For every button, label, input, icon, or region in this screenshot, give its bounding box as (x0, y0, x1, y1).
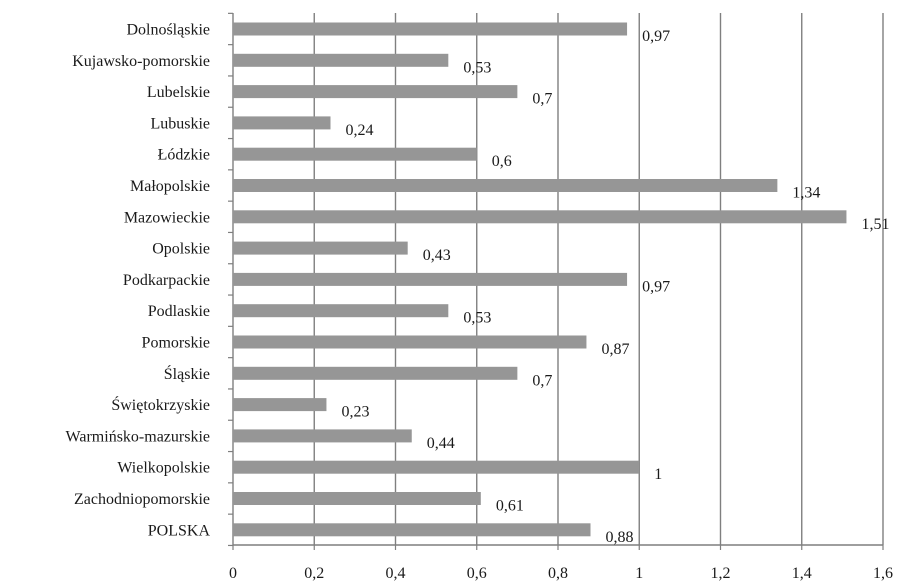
bar (233, 335, 587, 349)
category-label: Podkarpackie (123, 272, 210, 289)
bar (233, 492, 481, 505)
data-label: 0,53 (463, 310, 491, 327)
data-label: 0,88 (606, 529, 634, 546)
data-label: 0,87 (601, 341, 629, 358)
data-label: 0,44 (427, 435, 455, 452)
data-label: 0,97 (642, 278, 670, 295)
data-label: 0,7 (532, 372, 552, 389)
category-label: Pomorskie (142, 335, 210, 352)
data-label: 0,97 (642, 28, 670, 45)
bar (233, 53, 449, 67)
bar (233, 366, 518, 380)
bar (233, 429, 412, 443)
category-label: Małopolskie (130, 178, 210, 195)
bar (233, 398, 327, 412)
x-tick-label: 1,2 (711, 565, 731, 582)
bar (233, 241, 408, 255)
x-tick-label: 1,4 (792, 565, 812, 582)
category-label: Łódzkie (158, 147, 210, 164)
bar (233, 116, 331, 130)
data-label: 0,53 (463, 59, 491, 76)
data-label: 0,43 (423, 247, 451, 264)
x-tick-label: 0,4 (386, 565, 406, 582)
x-tick-label: 0,6 (467, 565, 487, 582)
bar (233, 460, 640, 474)
data-label: 1 (654, 466, 662, 483)
category-label: Śląskie (164, 364, 210, 383)
x-axis-ticks: 0 0,2 0,4 0,6 0,8 1 1,2 1,4 1,6 (228, 12, 893, 582)
category-label: Wielkopolskie (117, 460, 210, 477)
category-label: Świętokrzyskie (111, 395, 210, 414)
data-label: 0,6 (492, 153, 512, 170)
category-label: POLSKA (148, 522, 211, 539)
x-tick-label: 0,2 (304, 565, 324, 582)
category-label: Lubelskie (147, 84, 210, 101)
data-labels: 0,97 0,53 0,7 0,24 0,6 1,34 1,51 0,43 0,97 0,53 0,… (341, 28, 889, 546)
x-tick-label: 0,8 (548, 565, 568, 582)
bar (233, 22, 628, 36)
bar (233, 210, 847, 224)
category-label: Podlaskie (148, 303, 210, 320)
category-label: Zachodniopomorskie (74, 491, 210, 508)
bar (233, 147, 477, 161)
category-label: Warmińsko-mazurskie (66, 428, 210, 445)
bar (233, 304, 449, 318)
category-label: Opolskie (152, 241, 210, 258)
bar (233, 523, 591, 537)
category-label: Mazowieckie (124, 209, 210, 226)
x-tick-label: 0 (229, 565, 237, 582)
category-labels: Dolnośląskie Kujawsko-pomorskie Lubelskie L… (66, 22, 211, 540)
data-label: 0,61 (496, 498, 524, 515)
bar (233, 85, 518, 99)
x-tick-label: 1 (635, 565, 643, 582)
category-label: Kujawsko-pomorskie (72, 53, 210, 70)
data-label: 0,23 (341, 404, 369, 421)
bar (233, 272, 628, 286)
data-label: 0,24 (346, 122, 374, 139)
category-label: Dolnośląskie (126, 22, 210, 39)
category-label: Lubuskie (150, 115, 210, 132)
data-label: 1,34 (792, 185, 820, 202)
bars (233, 22, 847, 537)
data-label: 0,7 (532, 91, 552, 108)
data-label: 1,51 (861, 216, 889, 233)
bar (233, 179, 778, 192)
x-tick-label: 1,6 (873, 565, 893, 582)
